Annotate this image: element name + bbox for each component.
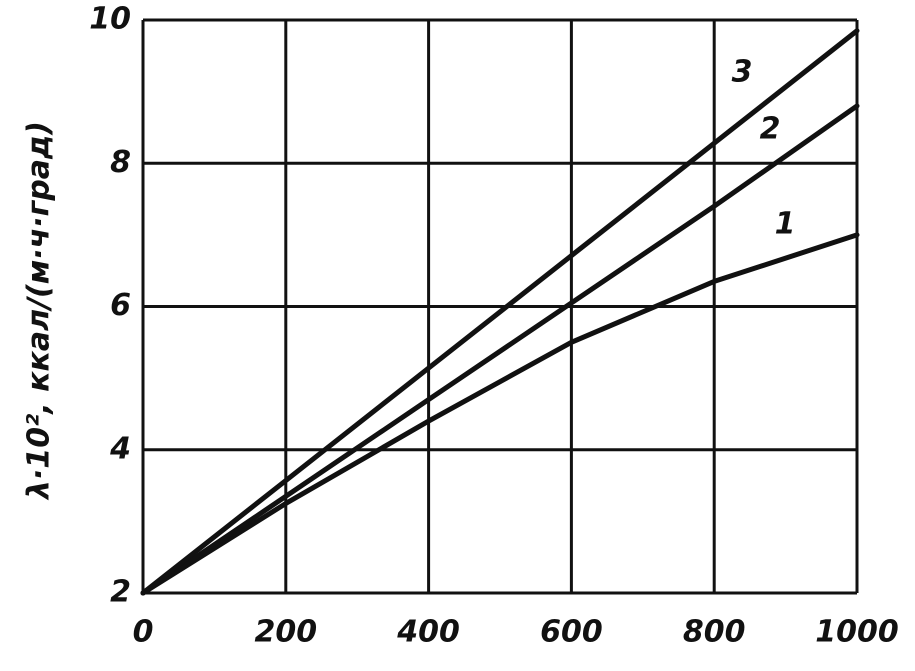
line-series — [140, 103, 860, 596]
line-series — [140, 232, 860, 596]
series-label: 2 — [760, 112, 781, 147]
x-tick-label: 1000 — [815, 615, 899, 650]
series-label: 1 — [775, 207, 796, 242]
series-label: 3 — [732, 55, 753, 90]
y-tick-label: 2 — [110, 575, 131, 610]
y-tick-label: 10 — [89, 2, 131, 37]
y-tick-label: 6 — [110, 288, 131, 323]
line-series — [140, 28, 860, 596]
y-tick-label: 4 — [109, 431, 131, 466]
x-tick-label: 600 — [540, 615, 603, 650]
y-tick-label: 8 — [110, 145, 131, 180]
x-tick-label: 800 — [683, 615, 746, 650]
x-tick-label: 200 — [254, 615, 317, 650]
x-tick-label: 0 — [133, 615, 154, 650]
x-tick-label: 400 — [396, 615, 460, 650]
y-axis-label: λ·10², ккал/(м·ч·град) — [22, 121, 57, 501]
